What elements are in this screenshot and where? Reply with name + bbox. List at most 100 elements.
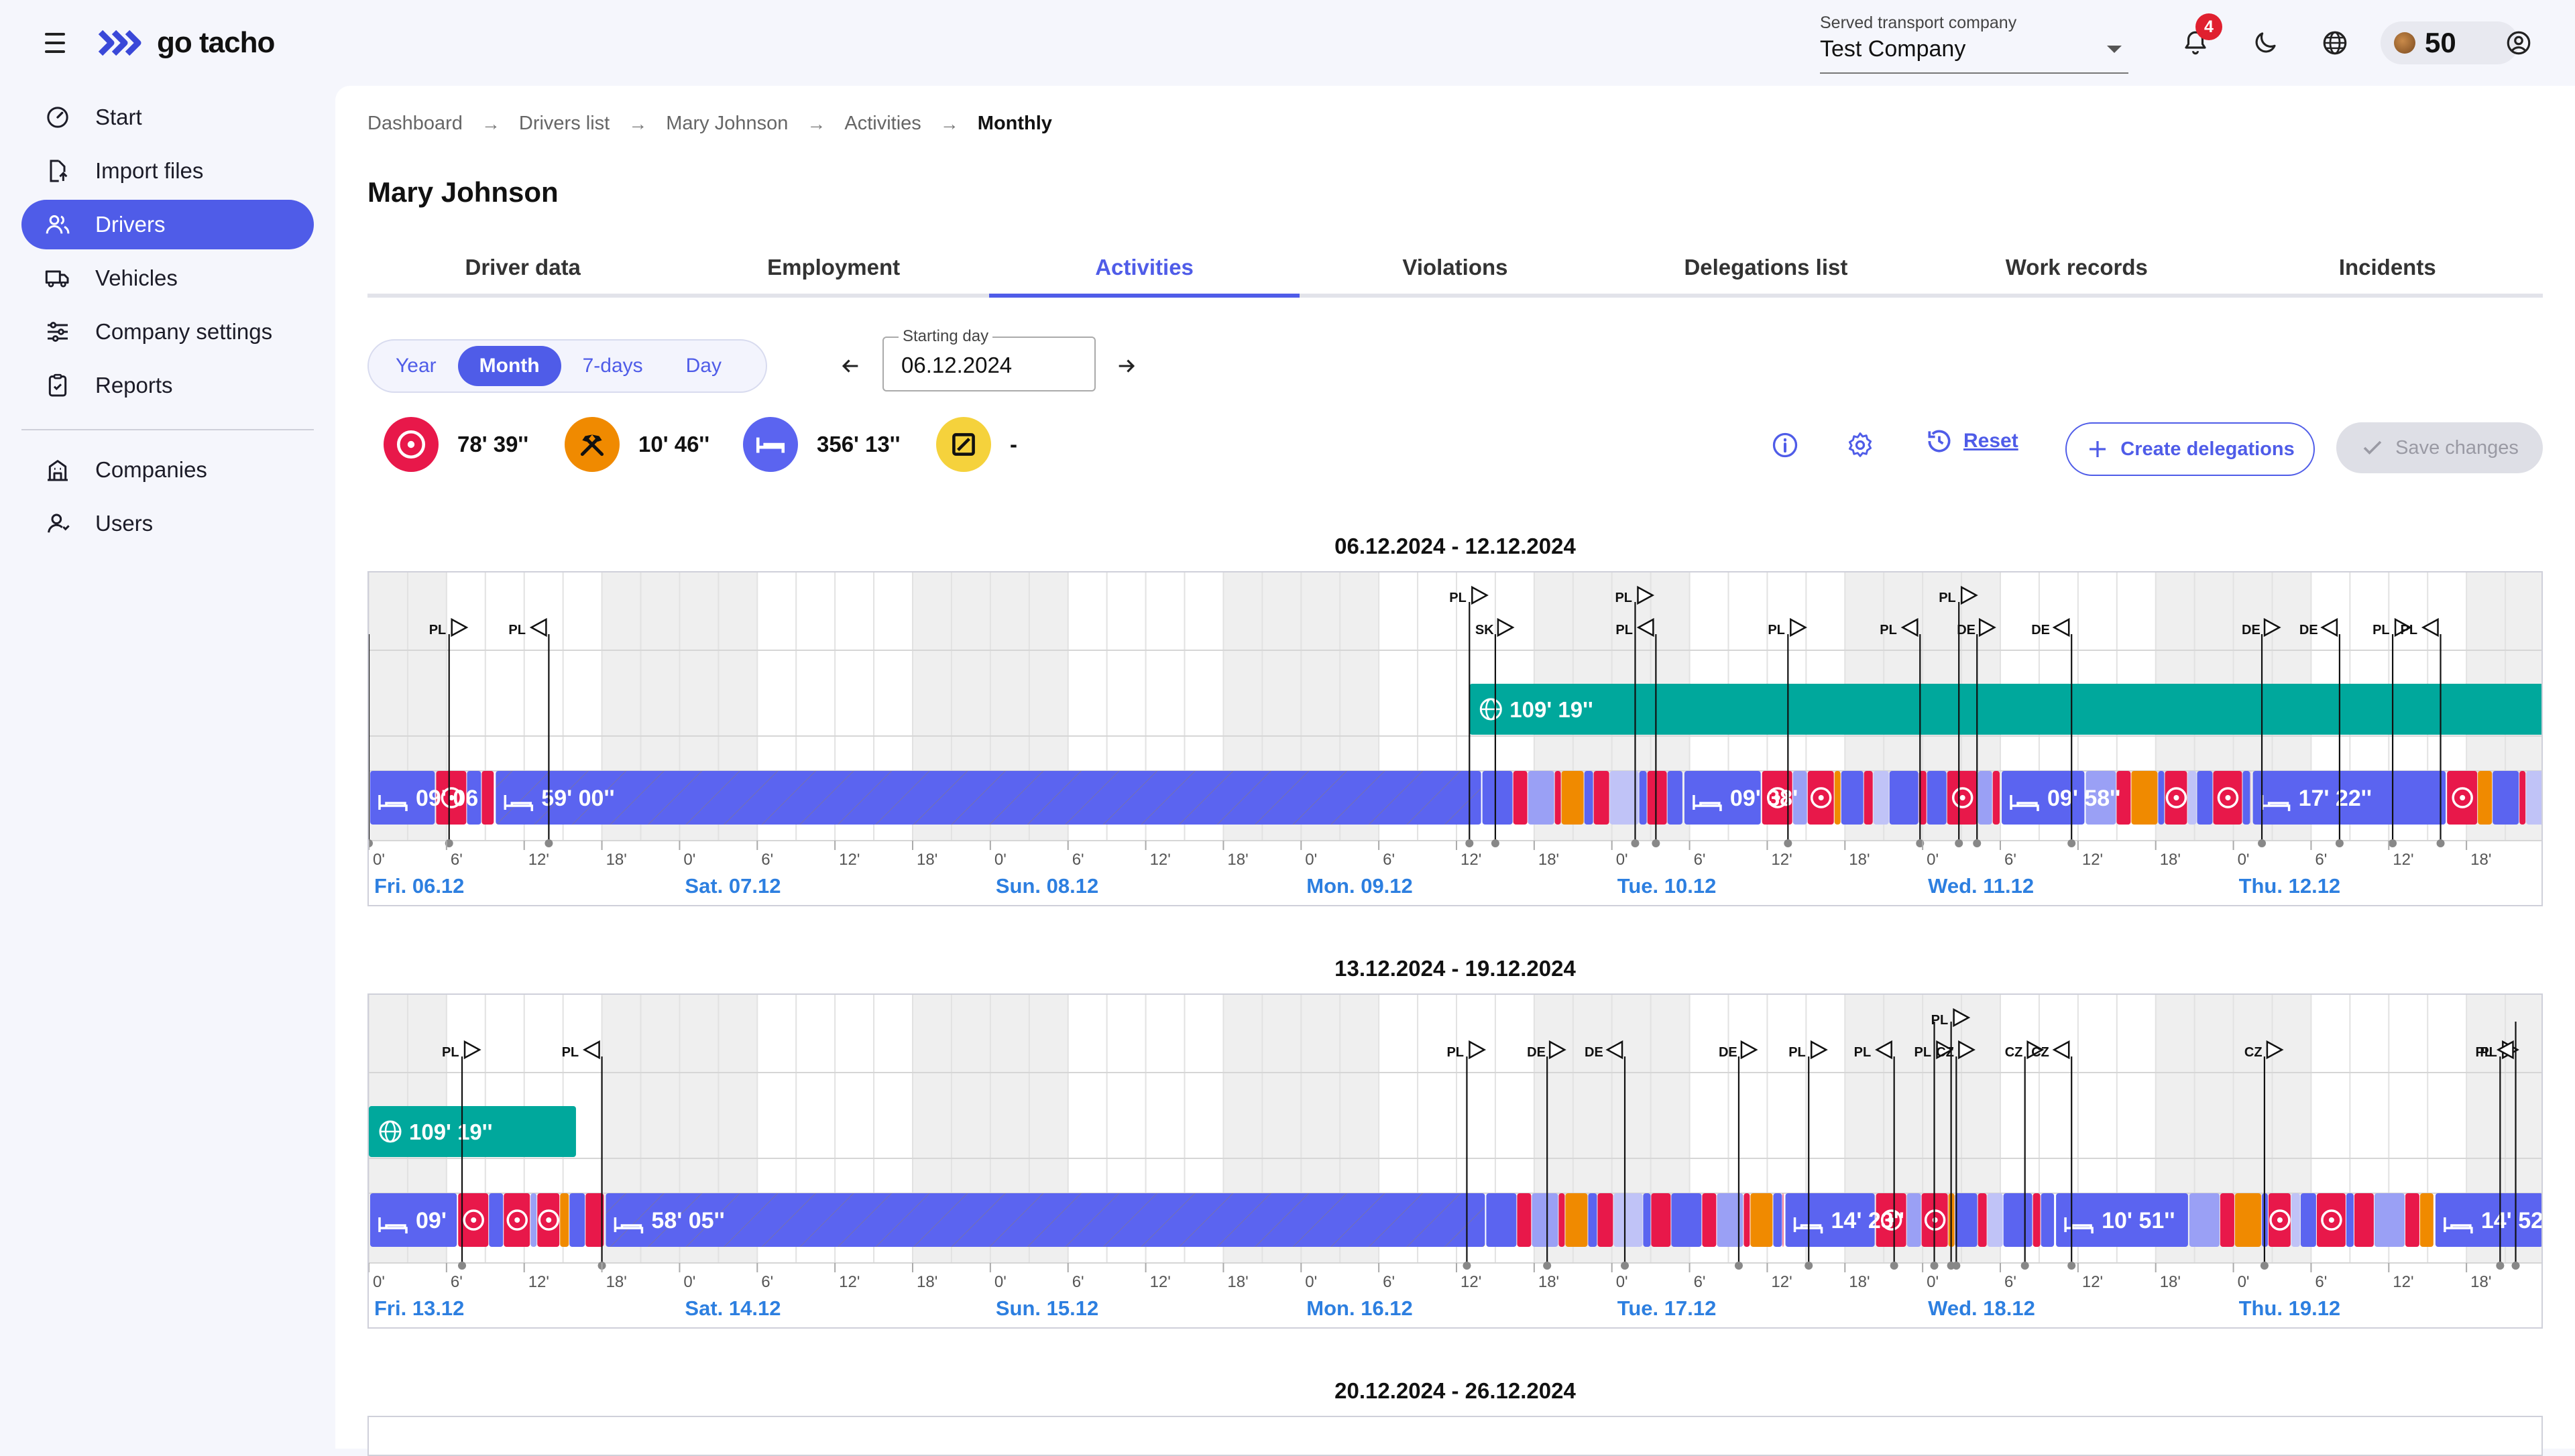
activity-segment[interactable]	[2220, 1193, 2234, 1247]
day-label[interactable]: Mon. 16.12	[1306, 1296, 1413, 1321]
activity-segment[interactable]	[2405, 1193, 2419, 1247]
activity-segment[interactable]	[1874, 771, 1889, 825]
activity-segment[interactable]	[1773, 1193, 1782, 1247]
activity-segment[interactable]	[1978, 771, 1992, 825]
activity-segment[interactable]	[1643, 1193, 1650, 1247]
country-change-pin[interactable]	[1735, 1262, 1743, 1270]
day-label[interactable]: Sat. 07.12	[685, 874, 781, 898]
activity-segment[interactable]	[2374, 1193, 2405, 1247]
breadcrumb-driver[interactable]: Mary Johnson	[666, 113, 788, 135]
sidebar-item-vehicles[interactable]: Vehicles	[21, 253, 314, 303]
activity-segment[interactable]	[2131, 771, 2157, 825]
activity-segment[interactable]	[2519, 771, 2525, 825]
country-change-pin[interactable]	[1463, 1262, 1471, 1270]
activity-segment[interactable]	[481, 771, 494, 825]
activity-segment[interactable]	[2493, 771, 2519, 825]
activity-segment[interactable]	[2033, 1193, 2041, 1247]
range-day-button[interactable]: Day	[665, 346, 743, 386]
activity-segment[interactable]	[1513, 771, 1528, 825]
week-2-timeline[interactable]: 109' 19''09'58' 05''14' 23''10' 51''14' …	[367, 993, 2543, 1329]
create-delegations-button[interactable]: Create delegations	[2065, 422, 2315, 476]
sidebar-item-companies[interactable]: Companies	[21, 445, 314, 495]
activity-segment[interactable]	[1782, 1193, 1783, 1247]
country-change-pin[interactable]	[1543, 1262, 1551, 1270]
activity-segment[interactable]	[2354, 1193, 2374, 1247]
next-period-button[interactable]	[1108, 347, 1145, 385]
activity-segment[interactable]	[2235, 1193, 2261, 1247]
company-select[interactable]: Served transport company Test Company	[1820, 12, 2128, 74]
country-change-pin[interactable]	[2512, 1262, 2520, 1270]
activity-segment[interactable]	[2478, 771, 2492, 825]
activity-segment[interactable]	[585, 1193, 604, 1247]
country-change-pin[interactable]	[1631, 839, 1639, 847]
dark-mode-toggle[interactable]	[2246, 24, 2284, 62]
day-label[interactable]: Sat. 14.12	[685, 1296, 781, 1321]
sidebar-item-import-files[interactable]: Import files	[21, 146, 314, 196]
activity-segment[interactable]	[2242, 771, 2250, 825]
country-change-pin[interactable]	[458, 1262, 466, 1270]
activity-segment[interactable]	[1955, 1193, 1978, 1247]
info-button[interactable]	[1766, 426, 1804, 464]
country-change-pin[interactable]	[1784, 839, 1792, 847]
day-label[interactable]: Sun. 15.12	[996, 1296, 1098, 1321]
activity-segment[interactable]	[2526, 771, 2543, 825]
country-change-pin[interactable]	[2437, 839, 2445, 847]
country-change-pin[interactable]	[2067, 1262, 2075, 1270]
activity-segment[interactable]	[1486, 1193, 1516, 1247]
tab-violations[interactable]: Violations	[1300, 249, 1610, 294]
activity-segment[interactable]	[2158, 771, 2164, 825]
activity-segment[interactable]	[1528, 771, 1554, 825]
activity-segment[interactable]	[2197, 771, 2212, 825]
range-7days-button[interactable]: 7-days	[561, 346, 665, 386]
activity-segment[interactable]	[1702, 1193, 1716, 1247]
tab-work-records[interactable]: Work records	[1921, 249, 2232, 294]
activity-segment[interactable]	[1565, 1193, 1587, 1247]
activity-segment[interactable]	[1483, 771, 1513, 825]
activity-segment[interactable]	[1610, 771, 1639, 825]
activity-segment[interactable]	[530, 1193, 536, 1247]
activity-segment[interactable]	[1743, 1193, 1750, 1247]
app-logo[interactable]: go tacho	[98, 23, 274, 63]
activity-segment[interactable]	[1864, 771, 1873, 825]
day-label[interactable]: Mon. 09.12	[1306, 874, 1413, 898]
country-change-pin[interactable]	[1890, 1262, 1898, 1270]
day-label[interactable]: Thu. 12.12	[2239, 874, 2341, 898]
activity-segment[interactable]	[1668, 771, 1682, 825]
country-change-pin[interactable]	[2336, 839, 2344, 847]
day-label[interactable]: Fri. 06.12	[374, 874, 464, 898]
activity-segment[interactable]	[1640, 771, 1647, 825]
country-change-pin[interactable]	[1973, 839, 1981, 847]
country-change-pin[interactable]	[2067, 839, 2075, 847]
tab-activities[interactable]: Activities	[989, 249, 1300, 294]
activity-segment[interactable]	[1651, 1193, 1670, 1247]
activity-segment[interactable]	[569, 1193, 585, 1247]
activity-segment[interactable]	[2291, 1193, 2300, 1247]
day-label[interactable]: Sun. 08.12	[996, 874, 1098, 898]
country-change-pin[interactable]	[1805, 1262, 1813, 1270]
account-button[interactable]	[2500, 24, 2537, 62]
activity-segment[interactable]	[1613, 1193, 1642, 1247]
day-label[interactable]: Tue. 10.12	[1617, 874, 1717, 898]
rest-segment[interactable]	[496, 771, 1481, 825]
tab-incidents[interactable]: Incidents	[2232, 249, 2543, 294]
activity-segment[interactable]	[1671, 1193, 1701, 1247]
week-3-timeline[interactable]	[367, 1416, 2543, 1456]
breadcrumb-activities[interactable]: Activities	[844, 113, 921, 135]
country-change-pin[interactable]	[2021, 1262, 2029, 1270]
activity-segment[interactable]	[1927, 771, 1947, 825]
range-year-button[interactable]: Year	[374, 346, 458, 386]
country-change-pin[interactable]	[1955, 839, 1963, 847]
country-change-pin[interactable]	[1491, 839, 1499, 847]
language-button[interactable]	[2316, 24, 2354, 62]
activity-segment[interactable]	[2189, 1193, 2220, 1247]
activity-segment[interactable]	[489, 1193, 503, 1247]
country-change-pin[interactable]	[2496, 1262, 2504, 1270]
day-label[interactable]: Tue. 17.12	[1617, 1296, 1717, 1321]
tab-driver-data[interactable]: Driver data	[367, 249, 678, 294]
activity-segment[interactable]	[2420, 1193, 2434, 1247]
activity-segment[interactable]	[1588, 1193, 1597, 1247]
sidebar-item-drivers[interactable]: Drivers	[21, 200, 314, 249]
sidebar-item-company-settings[interactable]: Company settings	[21, 307, 314, 357]
delegation-bar[interactable]	[1469, 684, 2543, 735]
